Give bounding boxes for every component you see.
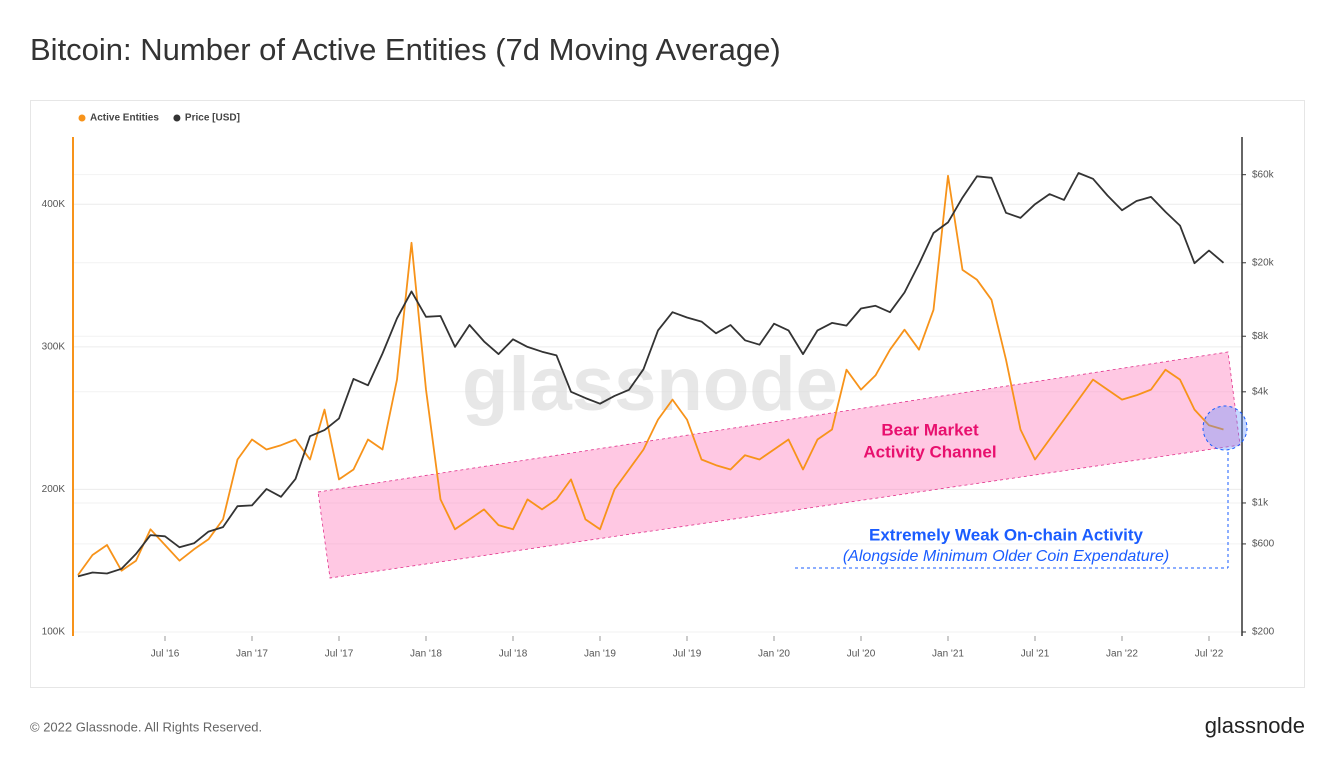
y-tick-label: 300K xyxy=(42,341,66,352)
y2-tick-label: $60k xyxy=(1252,169,1275,180)
x-tick-label: Jul '19 xyxy=(673,649,702,660)
x-tick-label: Jul '22 xyxy=(1195,649,1224,660)
plot xyxy=(77,172,1225,578)
legend-marker xyxy=(173,114,181,122)
legend-label: Price [USD] xyxy=(185,113,240,124)
y-tick-label: 100K xyxy=(42,627,66,638)
y2-tick-label: $1k xyxy=(1252,498,1269,509)
x-tick-label: Jan '18 xyxy=(410,649,442,660)
x-tick-label: Jul '18 xyxy=(499,649,528,660)
x-tick-label: Jul '20 xyxy=(847,649,876,660)
grid: 100K 200K 300K 400K $200 $600 $1k $4k $8k $20k $60… xyxy=(42,169,1275,659)
y2-tick-label: $600 xyxy=(1252,539,1275,550)
bear-channel xyxy=(317,351,1241,579)
y2-tick-label: $8k xyxy=(1252,331,1269,342)
y2-tick-label: $20k xyxy=(1252,257,1275,268)
annotation: (Alongside Minimum Older Coin Expendatur… xyxy=(843,548,1169,565)
watermark: glassnode xyxy=(462,342,838,427)
y-tick-label: 400K xyxy=(42,199,66,210)
y2-tick-label: $4k xyxy=(1252,386,1269,397)
y2-tick-label: $200 xyxy=(1252,627,1275,638)
legend: Active Entities Price [USD] xyxy=(78,113,240,124)
x-tick-label: Jul '21 xyxy=(1021,649,1050,660)
x-tick-label: Jan '22 xyxy=(1106,649,1138,660)
highlight-circle xyxy=(1202,405,1248,451)
x-tick-label: Jan '21 xyxy=(932,649,964,660)
annotation: Activity Channel xyxy=(863,442,996,461)
logo: glassnode xyxy=(1205,713,1305,738)
legend-label: Active Entities xyxy=(90,113,159,124)
annotation: Bear Market xyxy=(881,420,979,439)
series-line xyxy=(77,172,1225,578)
chart-panel xyxy=(30,100,1305,688)
x-tick-label: Jan '17 xyxy=(236,649,268,660)
series-line xyxy=(77,174,1224,576)
x-tick-label: Jul '16 xyxy=(151,649,180,660)
annotation: Extremely Weak On-chain Activity xyxy=(869,525,1144,544)
x-tick-label: Jul '17 xyxy=(325,649,354,660)
y-tick-label: 200K xyxy=(42,484,66,495)
legend-marker xyxy=(78,114,86,122)
title: Bitcoin: Number of Active Entities (7d M… xyxy=(30,32,781,67)
x-tick-label: Jan '20 xyxy=(758,649,790,660)
x-tick-label: Jan '19 xyxy=(584,649,616,660)
copyright: © 2022 Glassnode. All Rights Reserved. xyxy=(30,719,262,734)
